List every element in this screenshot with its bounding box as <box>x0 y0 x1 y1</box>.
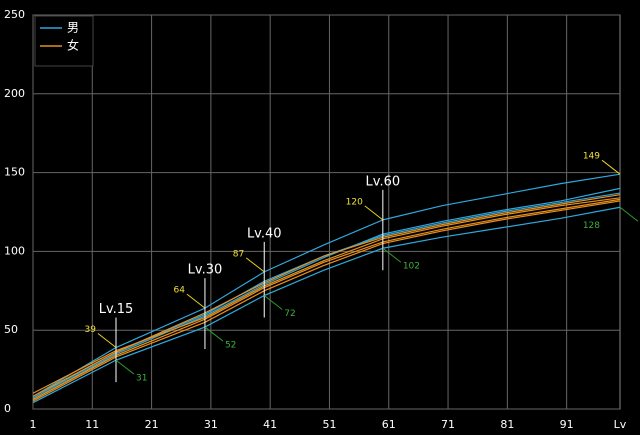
max-value-label: 87 <box>233 249 244 259</box>
y-tick-label: 150 <box>4 166 25 179</box>
y-tick-label: 100 <box>4 244 25 257</box>
level-label: Lv.30 <box>188 263 223 278</box>
min-leader <box>263 295 283 310</box>
y-tick-label: 200 <box>4 87 25 100</box>
max-value-label: 39 <box>85 325 97 335</box>
level-label: Lv.15 <box>99 302 134 317</box>
min-value-label: 31 <box>136 374 147 384</box>
min-value-label: 102 <box>403 262 420 272</box>
x-tick-label: 41 <box>263 418 277 431</box>
x-tick-label: 1 <box>30 418 37 431</box>
x-tick-label: 91 <box>560 418 574 431</box>
min-value-label: 52 <box>225 341 236 351</box>
max-value-label: 64 <box>173 286 185 296</box>
max-leader <box>364 205 384 221</box>
y-tick-label: 0 <box>4 402 11 415</box>
series-line <box>32 194 621 397</box>
x-axis-label: Lv <box>614 418 627 431</box>
level-label: Lv.60 <box>366 174 401 189</box>
series-line <box>32 173 621 397</box>
min-leader <box>382 247 402 263</box>
min-value-label: 128 <box>583 221 600 231</box>
min-value-label: 72 <box>284 309 295 319</box>
x-tick-label: 71 <box>441 418 455 431</box>
max-leader <box>186 293 206 309</box>
level-label: Lv.40 <box>247 226 282 241</box>
min-leader <box>115 359 135 375</box>
legend-label: 男 <box>67 21 79 35</box>
x-tick-label: 31 <box>204 418 218 431</box>
series-line <box>32 198 621 401</box>
legend-box <box>34 15 94 67</box>
series-line <box>32 200 621 402</box>
y-tick-label: 50 <box>4 323 18 336</box>
series-line <box>32 206 621 404</box>
x-tick-label: 51 <box>322 418 336 431</box>
y-tick-label: 250 <box>4 8 25 21</box>
max-value-label: 149 <box>583 152 600 162</box>
max-leader <box>601 159 621 175</box>
series-line <box>32 197 621 394</box>
max-leader <box>97 333 117 348</box>
x-tick-label: 21 <box>145 418 159 431</box>
legend-label: 女 <box>67 38 79 53</box>
min-leader <box>619 206 639 222</box>
min-leader <box>204 326 224 342</box>
series-line <box>32 192 621 399</box>
x-tick-label: 11 <box>85 418 99 431</box>
max-leader <box>245 257 265 273</box>
x-tick-label: 81 <box>500 418 514 431</box>
x-tick-label: 61 <box>382 418 396 431</box>
max-value-label: 120 <box>346 197 363 207</box>
